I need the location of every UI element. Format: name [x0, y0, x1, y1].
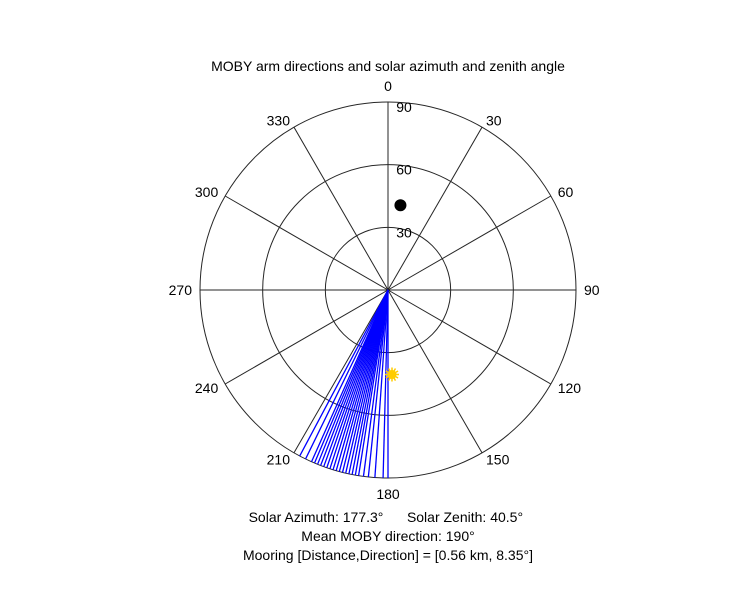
- arm-line-1: [382, 289, 389, 478]
- sun-disc: [387, 370, 397, 380]
- theta-tick-label-60: 60: [558, 184, 574, 200]
- annotation-block: Solar Azimuth: 177.3° Solar Zenith: 40.5…: [243, 509, 533, 563]
- arm-line-21: [305, 289, 389, 460]
- r-tick-label-90: 90: [396, 99, 412, 115]
- spoke-120: [387, 289, 552, 385]
- spoke-330: [293, 126, 389, 291]
- theta-tick-label-240: 240: [195, 380, 219, 396]
- theta-tick-label-270: 270: [169, 282, 193, 298]
- arm-line-3: [367, 289, 389, 478]
- theta-tick-label-210: 210: [267, 452, 291, 468]
- axis-tick-labels: 0 30 60 90 120 150 180 210 240 270 300 330 30 60 90: [169, 78, 600, 502]
- mooring-marker: [394, 199, 407, 212]
- solar-azimuth-text: Solar Azimuth: 177.3°: [249, 509, 384, 525]
- arm-line-22: [299, 289, 389, 457]
- spoke-240: [224, 289, 389, 385]
- arm-line-20: [310, 289, 389, 463]
- mean-moby-direction-text: Mean MOBY direction: 190°: [301, 528, 474, 544]
- spoke-150: [387, 289, 483, 454]
- arm-line-2: [374, 289, 389, 478]
- theta-tick-label-90: 90: [584, 282, 600, 298]
- spoke-210: [293, 289, 389, 454]
- arm-line-4: [362, 289, 389, 477]
- r-tick-label-30: 30: [396, 224, 412, 240]
- theta-tick-label-0: 0: [384, 78, 392, 94]
- sun-marker: [384, 367, 399, 382]
- spoke-60: [387, 195, 552, 291]
- theta-tick-label-330: 330: [267, 112, 291, 128]
- theta-tick-label-300: 300: [195, 184, 219, 200]
- theta-tick-label-30: 30: [486, 112, 502, 128]
- solar-zenith-text: Solar Zenith: 40.5°: [407, 509, 523, 525]
- theta-tick-label-180: 180: [376, 486, 400, 502]
- moby-arm-lines: [299, 289, 389, 478]
- spoke-30: [387, 126, 483, 291]
- mooring-text: Mooring [Distance,Direction] = [0.56 km,…: [243, 547, 533, 563]
- theta-tick-label-150: 150: [486, 452, 510, 468]
- position-markers: [384, 199, 407, 382]
- r-tick-label-60: 60: [396, 162, 412, 178]
- chart-title: MOBY arm directions and solar azimuth an…: [211, 58, 565, 74]
- spoke-300: [224, 195, 389, 291]
- theta-tick-label-120: 120: [558, 380, 582, 396]
